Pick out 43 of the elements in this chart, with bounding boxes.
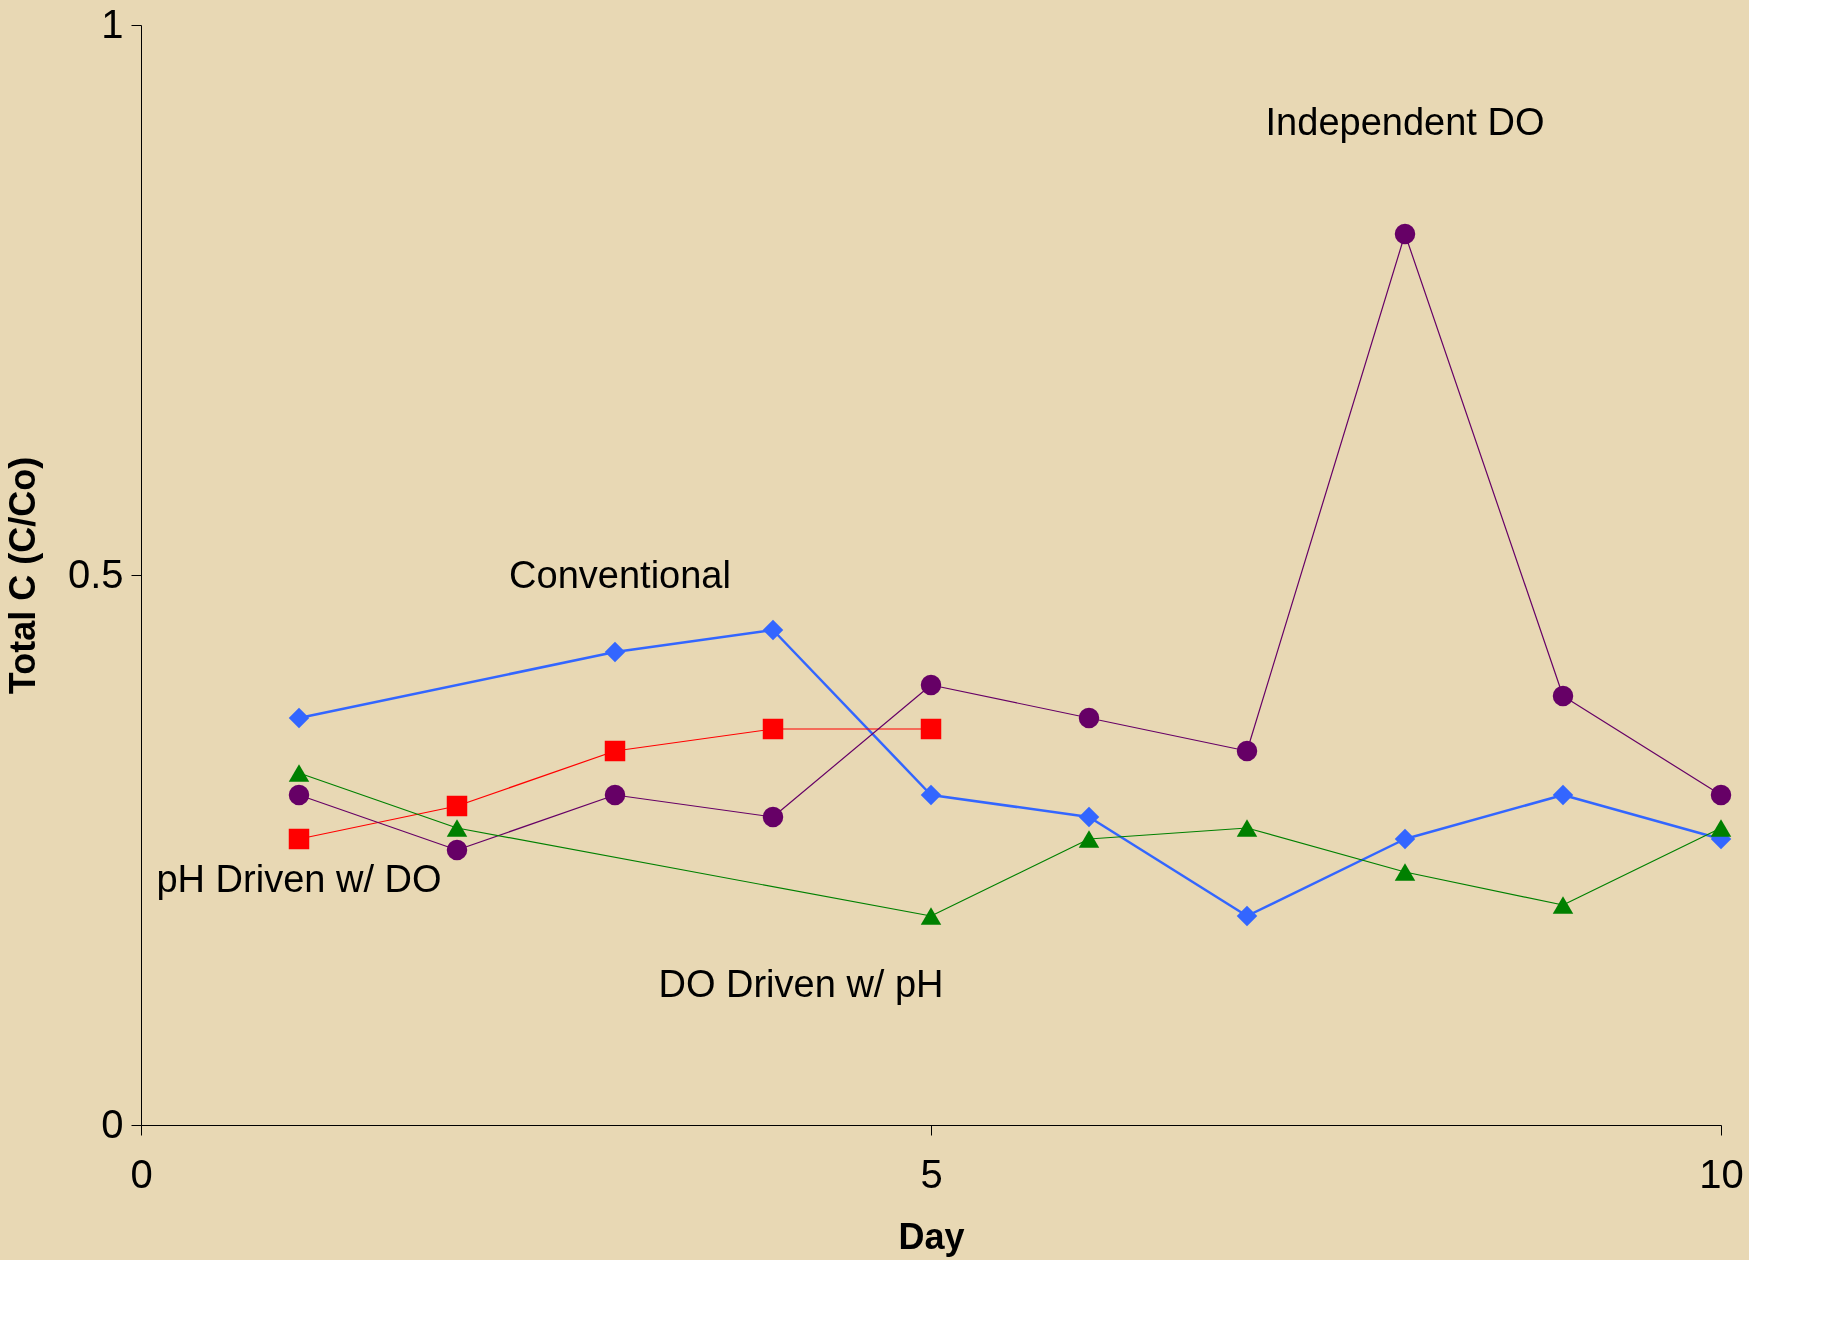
- point: [1552, 784, 1574, 806]
- y-tick-label: 0.5: [67, 551, 124, 596]
- point: [1710, 819, 1732, 837]
- x-axis-title: Day: [898, 1215, 965, 1257]
- y-tick-label: 1: [101, 1, 124, 46]
- y-tick-label: 0: [101, 1101, 124, 1146]
- point: [762, 718, 784, 740]
- y-axis-title: Total C (C/Co): [1, 456, 43, 695]
- point: [288, 828, 310, 850]
- point: [920, 784, 942, 806]
- point: [1394, 863, 1416, 881]
- point: [1078, 830, 1100, 848]
- point: [762, 806, 784, 828]
- x-tick-label: 10: [1699, 1151, 1744, 1196]
- text: Independent DO: [1265, 101, 1545, 143]
- point: [604, 641, 626, 663]
- point: [288, 764, 310, 782]
- point: [446, 839, 468, 861]
- point: [288, 707, 310, 729]
- point: [1078, 806, 1100, 828]
- point: [1552, 685, 1574, 707]
- point: [920, 674, 942, 696]
- point: [1394, 223, 1416, 245]
- point: [920, 907, 942, 925]
- point: [1710, 784, 1732, 806]
- series-label: DO Driven w/ pH: [658, 963, 944, 1005]
- point: [920, 718, 942, 740]
- x-tick-label: 0: [130, 1151, 153, 1196]
- x-tick-label: 5: [920, 1151, 943, 1196]
- series-label: Conventional: [509, 554, 731, 596]
- point: [1236, 740, 1258, 762]
- point: [1394, 828, 1416, 850]
- point: [1078, 707, 1100, 729]
- point: [446, 819, 468, 837]
- point: [1236, 905, 1258, 927]
- point: [288, 784, 310, 806]
- point: [1236, 819, 1258, 837]
- point: [762, 619, 784, 641]
- point: [1552, 896, 1574, 914]
- series-label: pH Driven w/ DO: [156, 858, 442, 900]
- point: [604, 784, 626, 806]
- point: [604, 740, 626, 762]
- point: [446, 795, 468, 817]
